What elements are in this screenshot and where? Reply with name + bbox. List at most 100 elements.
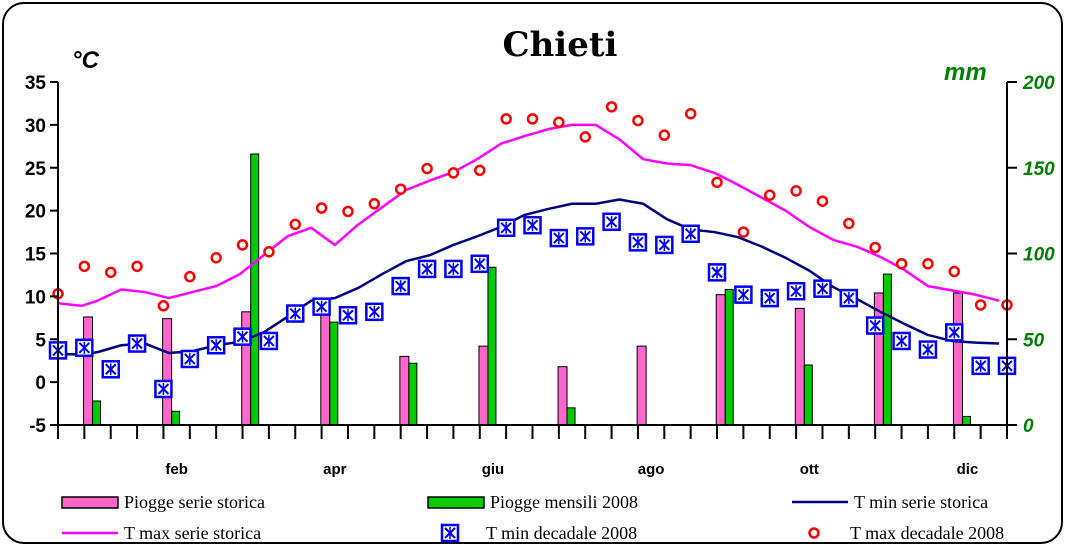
point-tmin-decadale <box>734 285 753 304</box>
point-tmin-decadale <box>496 218 516 238</box>
point-tmin-decadale <box>655 235 674 255</box>
bar-piogge-storica <box>83 316 94 426</box>
point-tmax-decadale <box>632 114 644 127</box>
right-tick-label: 200 <box>1022 73 1055 94</box>
point-tmax-decadale <box>157 300 170 312</box>
bar-piogge-2008 <box>408 362 418 426</box>
point-tmin-decadale <box>286 304 305 323</box>
bar-piogge-2008 <box>961 415 971 426</box>
right-tick-label: 100 <box>1023 245 1055 266</box>
bar-piogge-2008 <box>882 273 892 426</box>
point-tmin-decadale <box>813 279 832 298</box>
point-tmin-decadale <box>180 349 200 369</box>
point-tmax-decadale <box>816 195 829 207</box>
point-tmax-decadale <box>421 162 433 175</box>
left-tick-label: 10 <box>25 287 46 308</box>
point-tmin-decadale <box>391 276 410 296</box>
legend-tmin-marker <box>440 523 460 543</box>
point-tmin-decadale <box>971 356 990 376</box>
point-tmax-decadale <box>315 202 328 214</box>
point-tmax-decadale <box>500 113 512 125</box>
bar-piogge-2008 <box>487 266 497 426</box>
point-tmin-decadale <box>470 254 490 274</box>
legend-label: T max decadale 2008 <box>850 523 1004 543</box>
point-tmin-decadale <box>365 302 384 322</box>
point-tmax-decadale <box>131 260 143 273</box>
month-label: ago <box>638 461 665 478</box>
point-tmin-decadale <box>575 227 595 246</box>
point-tmax-decadale <box>974 299 987 311</box>
bar-piogge-storica <box>162 318 173 426</box>
bar-piogge-2008 <box>329 321 339 426</box>
point-tmin-decadale <box>101 360 120 379</box>
point-tmin-decadale <box>127 334 147 353</box>
point-tmin-decadale <box>417 259 437 279</box>
point-tmin-decadale <box>707 263 727 282</box>
bar-piogge-2008 <box>724 289 734 426</box>
right-tick-label: 50 <box>1023 330 1045 351</box>
point-tmax-decadale <box>104 266 117 279</box>
bar-piogge-2008 <box>250 153 260 426</box>
left-tick-label: 30 <box>25 116 46 137</box>
legend-item: Piogge serie storica <box>61 492 265 512</box>
legend-item: T max decadale 2008 <box>808 523 1004 543</box>
point-tmax-decadale <box>474 164 486 177</box>
point-tmax-decadale <box>895 258 908 270</box>
point-tmax-decadale <box>684 107 697 120</box>
point-tmin-decadale <box>681 224 700 244</box>
point-tmin-decadale <box>892 331 911 351</box>
point-tmin-decadale <box>549 228 569 248</box>
chart-frame <box>2 2 1063 544</box>
point-tmax-decadale <box>78 260 91 273</box>
point-tmin-decadale <box>444 259 463 279</box>
line-tmax-storica <box>57 123 1000 308</box>
left-tick-label: 35 <box>25 73 47 94</box>
legend-item: T min decadale 2008 <box>440 523 637 543</box>
point-tmax-decadale <box>764 189 776 201</box>
bar-piogge-storica <box>399 355 410 426</box>
point-tmax-decadale <box>790 185 802 197</box>
bar-piogge-2008 <box>171 410 181 426</box>
point-tmin-decadale <box>233 327 252 346</box>
point-tmin-decadale <box>839 288 859 308</box>
point-tmax-decadale <box>553 116 565 129</box>
point-tmin-decadale <box>154 379 173 399</box>
point-tmax-decadale <box>263 246 275 258</box>
chart-title: Chieti <box>503 25 618 65</box>
point-tmax-decadale <box>843 217 855 230</box>
left-tick-label: 0 <box>35 373 46 394</box>
bar-piogge-2008 <box>566 407 576 426</box>
point-tmax-decadale <box>210 252 222 264</box>
point-tmax-decadale <box>526 113 539 125</box>
point-tmin-decadale <box>75 338 94 358</box>
bar-piogge-storica <box>952 292 963 426</box>
point-tmax-decadale <box>236 239 249 251</box>
point-tmax-decadale <box>658 129 671 141</box>
point-tmax-decadale <box>447 167 460 179</box>
right-axis-unit: mm <box>944 59 987 86</box>
point-tmin-decadale <box>945 323 964 342</box>
month-label: giu <box>482 461 505 478</box>
point-tmax-decadale <box>394 183 407 195</box>
legend-item: Piogge mensili 2008 <box>427 492 638 512</box>
point-tmax-decadale <box>184 270 196 283</box>
legend-label: Piogge mensili 2008 <box>490 492 638 512</box>
bar-piogge-storica <box>636 345 647 426</box>
bar-piogge-2008 <box>92 400 102 426</box>
right-tick-label: 150 <box>1023 159 1055 180</box>
point-tmax-decadale <box>342 205 354 218</box>
bar-piogge-storica <box>478 345 489 426</box>
legend-label: T min serie storica <box>854 492 988 512</box>
point-tmax-decadale <box>368 198 381 210</box>
point-tmin-decadale <box>760 288 779 308</box>
point-tmin-decadale <box>206 336 226 355</box>
month-label: feb <box>165 461 188 478</box>
point-tmin-decadale <box>523 215 542 235</box>
legend-label: Piogge serie storica <box>124 492 265 512</box>
left-tick-label: 15 <box>25 245 47 266</box>
point-tmax-decadale <box>605 101 618 113</box>
legend-label: T min decadale 2008 <box>486 523 637 543</box>
month-label: apr <box>323 461 347 478</box>
bar-piogge-storica <box>715 294 726 426</box>
